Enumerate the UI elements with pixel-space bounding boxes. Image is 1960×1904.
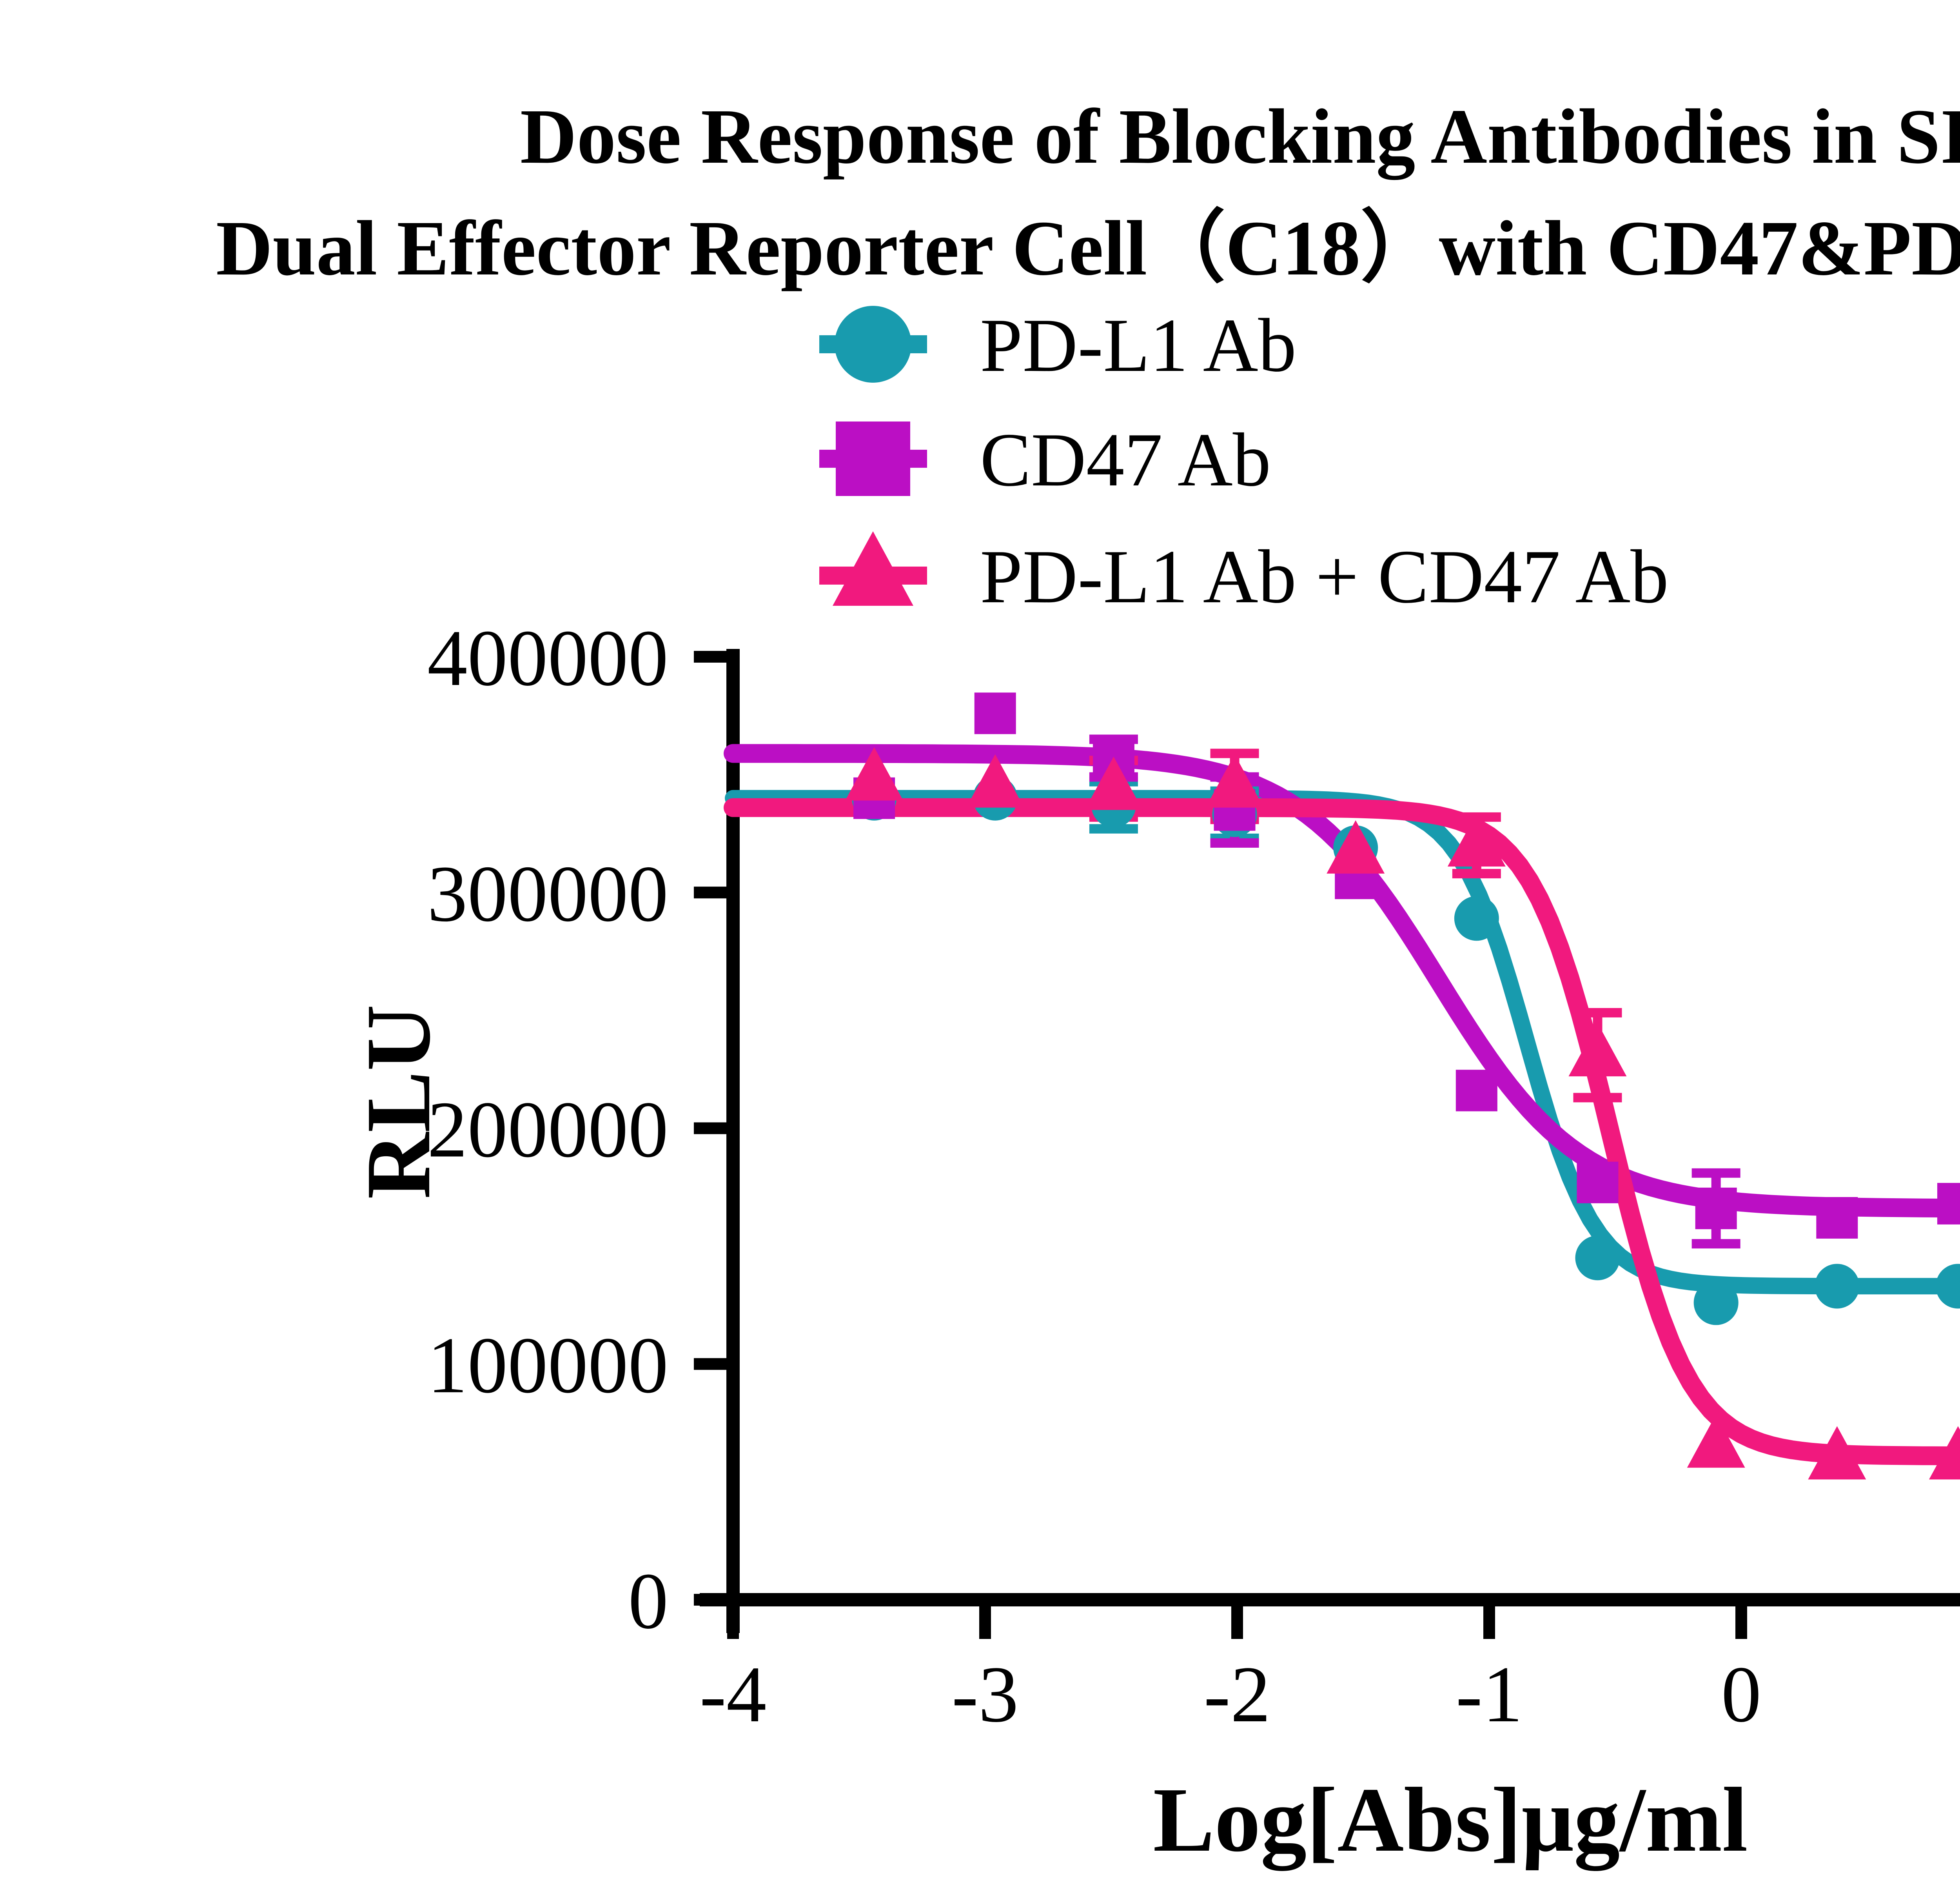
chart-title-line-2: Dual Effector Reporter Cell（C18）with CD4… [216,205,1960,292]
chart-title-line-1: Dose Response of Blocking Antibodies in … [520,93,1960,180]
y-axis-ticks [694,651,733,1606]
data-point-circle [1575,1235,1620,1281]
x-tick-label: -1 [1456,1650,1523,1739]
x-tick-label: -3 [952,1650,1019,1739]
legend-triangle-icon [833,531,913,606]
x-axis-ticks [727,1600,1747,1639]
fit-curve-pd-l1-ab-cd47-ab [724,798,1960,1465]
data-point-triangle [966,754,1024,808]
x-tick-label: -4 [700,1650,767,1739]
data-point-triangle [1929,1426,1960,1480]
y-axis-title: RLU [347,1005,449,1199]
data-point-triangle [1084,756,1143,810]
y-tick-label: 100000 [427,1321,668,1410]
data-point-triangle [845,747,904,801]
x-tick-label: 0 [1721,1650,1762,1739]
data-point-square [1937,1183,1960,1225]
y-tick-label: 400000 [427,614,668,703]
legend-item-pdl1: PD-L1 Ab [819,303,1296,388]
y-axis-tick-labels: 0 100000 200000 300000 400000 [427,614,668,1646]
x-axis-tick-labels: -4-3-2-101 [700,1650,1762,1739]
data-point-square [1695,1187,1737,1229]
x-tick-label: -2 [1204,1650,1271,1739]
data-point-square [974,692,1016,734]
data-point-triangle [1447,813,1506,867]
data-point-triangle [1327,820,1385,874]
legend-circle-icon [835,306,911,383]
data-point-triangle [1687,1414,1745,1468]
x-axis-title: Log[Abs]μg/ml [1153,1769,1748,1871]
data-point-square [1577,1161,1619,1203]
y-tick-label: 0 [628,1557,669,1646]
y-tick-label: 200000 [427,1085,668,1174]
data-point-triangle [1205,754,1264,808]
legend: PD-L1 Ab CD47 Ab PD-L1 Ab + CD47 Ab [819,303,1669,619]
data-point-square [1816,1197,1858,1239]
data-point-circle [1935,1264,1960,1309]
data-point-circle [1454,896,1499,941]
data-point-circle [1693,1280,1739,1325]
data-point-markers [845,692,1960,1480]
legend-label: CD47 Ab [980,418,1271,502]
y-tick-label: 300000 [427,849,668,938]
data-point-circle [1815,1264,1860,1309]
legend-label: PD-L1 Ab + CD47 Ab [980,534,1669,619]
legend-item-combo: PD-L1 Ab + CD47 Ab [819,531,1669,619]
data-point-square [1455,1070,1497,1112]
legend-label: PD-L1 Ab [980,303,1296,388]
fit-curve-cd47-ab [724,744,1960,1218]
legend-square-icon [836,421,910,496]
data-point-triangle [1808,1426,1866,1480]
data-point-triangle [1568,1023,1627,1077]
legend-item-cd47: CD47 Ab [819,418,1271,502]
